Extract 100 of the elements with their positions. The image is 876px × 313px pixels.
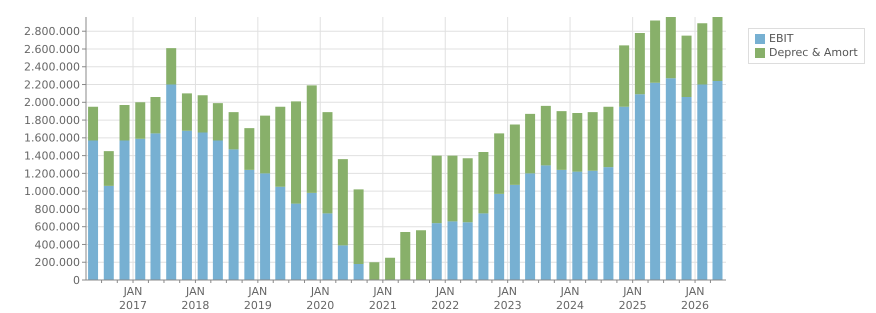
bar — [572, 172, 582, 280]
bar — [540, 165, 551, 280]
bar — [634, 32, 645, 94]
y-tick-label: 1.600.000 — [24, 132, 80, 145]
bar — [634, 94, 645, 280]
x-tick-label: JAN 2025 — [618, 285, 647, 312]
bar — [244, 170, 254, 280]
bar — [540, 106, 551, 166]
y-tick-label: 800.000 — [34, 202, 80, 216]
bar — [260, 173, 270, 280]
bar — [244, 128, 254, 170]
bar — [447, 221, 458, 280]
bar — [525, 173, 536, 280]
bar — [228, 149, 239, 280]
bar — [275, 186, 286, 280]
y-tick-label: 400.000 — [34, 238, 80, 252]
x-tick-label: JAN 2024 — [556, 285, 584, 312]
bar — [400, 232, 410, 280]
bar — [682, 36, 692, 97]
bar — [120, 104, 130, 141]
bar — [432, 223, 442, 280]
bar — [619, 106, 630, 280]
bar — [650, 20, 660, 83]
bar — [712, 80, 722, 280]
bar — [120, 140, 130, 280]
bar — [150, 133, 160, 280]
bar — [260, 116, 270, 174]
bar — [212, 103, 223, 141]
bar — [275, 106, 286, 187]
bar — [462, 222, 473, 280]
bar — [182, 130, 192, 280]
bar — [510, 124, 520, 185]
bar — [494, 194, 504, 280]
x-tick-label: JAN 2022 — [431, 285, 460, 312]
y-tick-label: 200.000 — [34, 256, 80, 270]
bar — [228, 112, 239, 150]
bar — [104, 151, 114, 186]
x-tick-label: JAN 2019 — [244, 285, 272, 312]
bar — [712, 17, 722, 81]
bar — [369, 262, 380, 280]
bar — [88, 106, 98, 141]
y-tick-label: 2.400.000 — [24, 60, 80, 74]
legend-label: EBIT — [769, 32, 794, 46]
x-tick-label: JAN 2020 — [306, 285, 334, 312]
bar — [322, 213, 332, 280]
bar — [603, 167, 614, 280]
bar — [198, 132, 208, 280]
bar — [166, 84, 176, 280]
bar — [462, 158, 473, 222]
bar — [666, 17, 676, 78]
bar — [697, 84, 708, 280]
x-tick-label: JAN 2018 — [181, 285, 210, 312]
y-tick-label: 1.800.000 — [24, 114, 80, 127]
bar — [150, 96, 160, 134]
bar — [291, 101, 302, 204]
bar — [182, 93, 192, 131]
bar — [135, 102, 146, 139]
bar — [354, 264, 364, 280]
x-tick-label: JAN 2023 — [494, 285, 522, 312]
bar — [104, 186, 114, 280]
y-tick-label: 1.200.000 — [24, 167, 80, 180]
bar — [650, 82, 660, 280]
bar — [556, 111, 567, 170]
y-tick-label: 1.400.000 — [24, 150, 80, 163]
bar — [666, 78, 676, 280]
legend-label: Deprec & Amort — [769, 46, 858, 60]
bar — [306, 85, 317, 193]
bar — [619, 45, 630, 107]
bar — [556, 170, 567, 280]
bar — [322, 112, 332, 214]
bar — [338, 245, 348, 280]
bar — [306, 192, 317, 280]
y-tick-label: 1.000.000 — [24, 185, 80, 198]
bar — [447, 156, 458, 222]
bar — [588, 170, 598, 280]
bar — [478, 213, 488, 280]
y-tick-label: 2.600.000 — [24, 42, 80, 56]
y-tick-label: 2.200.000 — [24, 78, 80, 92]
bar — [478, 152, 488, 214]
bar — [135, 138, 146, 280]
bar — [682, 96, 692, 280]
bar — [525, 114, 536, 174]
bar — [88, 140, 98, 280]
bar — [572, 112, 582, 172]
x-tick-label: JAN 2017 — [119, 285, 148, 312]
bar — [494, 133, 504, 194]
x-tick-label: JAN 2026 — [681, 285, 710, 312]
y-tick-label: 2.800.000 — [24, 25, 80, 38]
bar — [697, 23, 708, 85]
bar — [198, 95, 208, 133]
bar — [354, 189, 364, 264]
x-tick-label: JAN 2021 — [368, 285, 397, 312]
y-tick-label: 0 — [73, 274, 80, 287]
y-tick-label: 600.000 — [34, 220, 80, 234]
bar — [603, 106, 614, 168]
bar — [291, 204, 302, 280]
bar — [416, 230, 426, 280]
bar — [385, 258, 396, 280]
bar — [166, 48, 176, 85]
bar — [432, 156, 442, 224]
